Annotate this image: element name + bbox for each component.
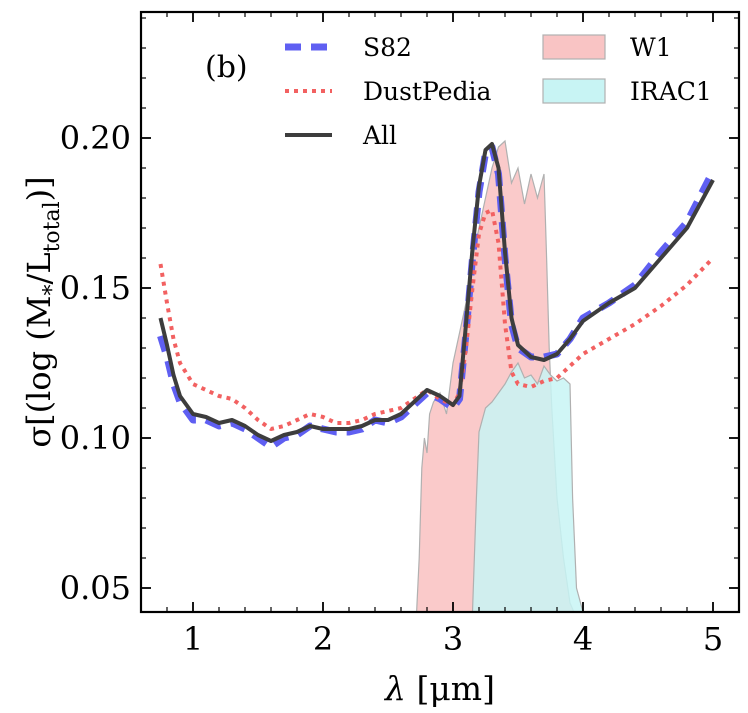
x-axis-space — [406, 669, 417, 708]
x-tick-label: 2 — [313, 620, 333, 658]
legend: S82 DustPedia All W1 IRAC1 — [285, 33, 712, 150]
plot-frame — [139, 10, 741, 614]
legend-label-w1: W1 — [630, 33, 672, 62]
legend-label-irac1: IRAC1 — [630, 77, 712, 106]
panel-label: (b) — [205, 50, 248, 85]
y-axis-end: )] — [20, 176, 58, 201]
x-axis-symbol: λ — [383, 669, 406, 708]
legend-label-s82: S82 — [363, 33, 412, 62]
fills-layer — [416, 139, 584, 612]
y-tick-label: 0.15 — [60, 269, 131, 307]
legend-label-all: All — [362, 121, 397, 150]
legend-swatch-w1 — [542, 34, 606, 60]
y-tick-label: 0.10 — [60, 419, 131, 457]
series-all — [158, 142, 715, 443]
x-tick-label: 1 — [183, 620, 203, 658]
x-tick-label: 4 — [573, 620, 593, 658]
y-axis-main: σ[(log (M — [20, 295, 58, 447]
x-axis-label: λ [μm] — [383, 669, 495, 708]
series-layer — [157, 142, 717, 451]
y-axis-sub2: total — [40, 201, 65, 252]
series-dustpedia — [158, 208, 715, 431]
y-tick-label: 0.05 — [60, 569, 131, 607]
y-tick-label: 0.20 — [60, 119, 131, 157]
legend-label-dustpedia: DustPedia — [363, 77, 492, 106]
x-axis-unit: [μm] — [416, 669, 495, 708]
y-axis-mid: /L — [20, 252, 58, 284]
x-tick-label: 3 — [443, 620, 463, 658]
ticks-layer: 1 2 3 4 5 0.05 0.10 0.15 0.20 — [60, 12, 740, 658]
y-axis-label: σ[(log (M*/Ltotal)] — [20, 176, 65, 447]
x-tick-label: 5 — [703, 620, 723, 658]
y-axis-sub: * — [40, 284, 65, 295]
band-irac1 — [471, 361, 584, 612]
legend-swatch-irac1 — [542, 78, 606, 104]
